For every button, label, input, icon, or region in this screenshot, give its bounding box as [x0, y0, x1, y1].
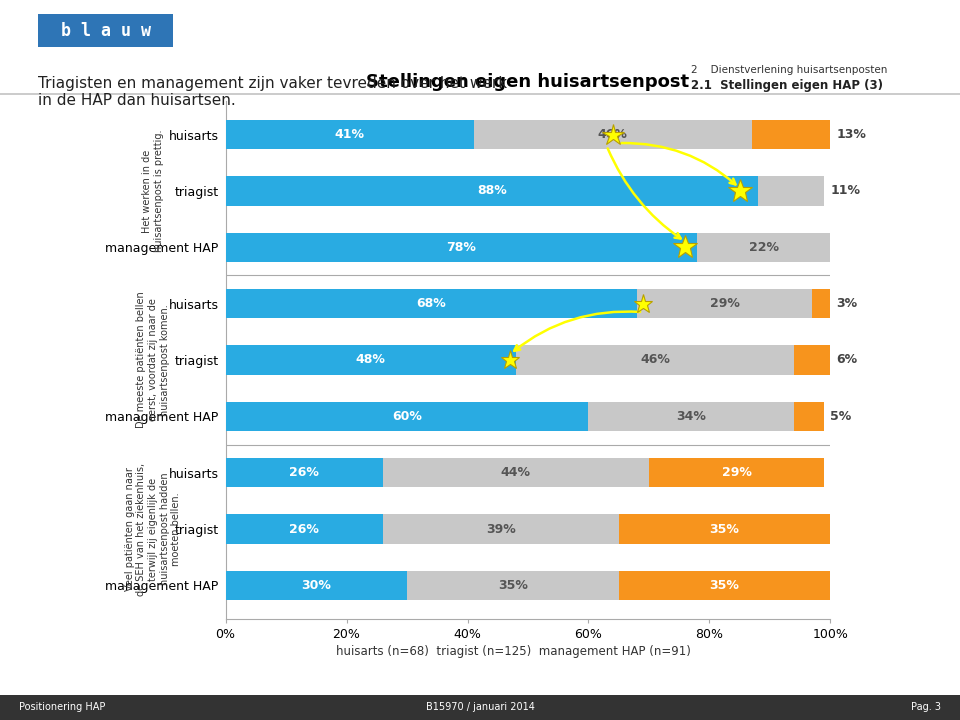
Text: Positionering HAP: Positionering HAP	[19, 703, 106, 712]
Bar	[473, 120, 752, 149]
Bar	[383, 514, 619, 544]
Bar	[794, 402, 825, 431]
Bar	[636, 289, 812, 318]
Legend: helemaal mee eens, niet mee eens, niet mee oneens, helemaal mee oneens: helemaal mee eens, niet mee eens, niet m…	[233, 714, 823, 720]
Text: 35%: 35%	[498, 579, 528, 592]
Text: 88%: 88%	[477, 184, 507, 197]
Text: 29%: 29%	[709, 297, 739, 310]
Bar	[794, 346, 830, 374]
Text: huisarts (n=68)  triagist (n=125)  management HAP (n=91): huisarts (n=68) triagist (n=125) managem…	[336, 645, 691, 658]
Text: b l a u w: b l a u w	[60, 22, 151, 40]
Bar	[226, 289, 636, 318]
Text: 48%: 48%	[356, 354, 386, 366]
Text: Het werken in de
huisartsenpost is prettig.: Het werken in de huisartsenpost is prett…	[142, 130, 164, 252]
Text: 46%: 46%	[640, 354, 670, 366]
Text: 41%: 41%	[335, 128, 365, 141]
Text: 68%: 68%	[417, 297, 446, 310]
Bar	[383, 458, 649, 487]
Bar	[619, 571, 830, 600]
Bar	[752, 120, 830, 149]
Bar	[812, 289, 830, 318]
Bar	[516, 346, 794, 374]
Text: 39%: 39%	[486, 523, 516, 536]
Text: 44%: 44%	[501, 466, 531, 480]
Bar	[757, 176, 825, 206]
Bar	[226, 571, 407, 600]
Bar	[588, 402, 794, 431]
Bar	[226, 176, 757, 206]
Bar	[226, 346, 516, 374]
Title: Stellingen eigen huisartsenpost: Stellingen eigen huisartsenpost	[367, 73, 689, 91]
Text: B15970 / januari 2014: B15970 / januari 2014	[425, 703, 535, 712]
Text: 3%: 3%	[836, 297, 857, 310]
Text: 78%: 78%	[446, 240, 476, 254]
Text: 22%: 22%	[749, 240, 779, 254]
Text: 26%: 26%	[289, 523, 319, 536]
Bar	[226, 514, 383, 544]
Bar	[226, 120, 473, 149]
Bar	[407, 571, 619, 600]
Text: 34%: 34%	[677, 410, 707, 423]
Text: 26%: 26%	[289, 466, 319, 480]
Text: De meeste patiënten bellen
eerst, voordat zij naar de
huisartsenpost komen.: De meeste patiënten bellen eerst, voorda…	[136, 292, 170, 428]
Text: Veel patiënten gaan naar
de SEH van het ziekenhuis,
terwijl zij eigenlijk de
hui: Veel patiënten gaan naar de SEH van het …	[125, 462, 181, 595]
Text: 30%: 30%	[301, 579, 331, 592]
Bar	[226, 402, 588, 431]
Bar	[697, 233, 830, 262]
Text: 35%: 35%	[709, 523, 739, 536]
Bar	[649, 458, 825, 487]
Text: 2    Dienstverlening huisartsenposten: 2 Dienstverlening huisartsenposten	[691, 65, 888, 75]
Text: 46%: 46%	[598, 128, 628, 141]
Text: 29%: 29%	[722, 466, 752, 480]
Text: 6%: 6%	[836, 354, 857, 366]
Text: 5%: 5%	[830, 410, 852, 423]
Bar	[226, 233, 697, 262]
Text: 2.1  Stellingen eigen HAP (3): 2.1 Stellingen eigen HAP (3)	[691, 79, 883, 92]
Bar	[619, 514, 830, 544]
Text: Triagisten en management zijn vaker tevreden over het werk
in de HAP dan huisart: Triagisten en management zijn vaker tevr…	[38, 76, 508, 108]
Text: 35%: 35%	[709, 579, 739, 592]
Text: Pag. 3: Pag. 3	[911, 703, 941, 712]
Text: 11%: 11%	[830, 184, 860, 197]
Bar	[226, 458, 383, 487]
Text: 13%: 13%	[836, 128, 866, 141]
Text: 60%: 60%	[392, 410, 422, 423]
